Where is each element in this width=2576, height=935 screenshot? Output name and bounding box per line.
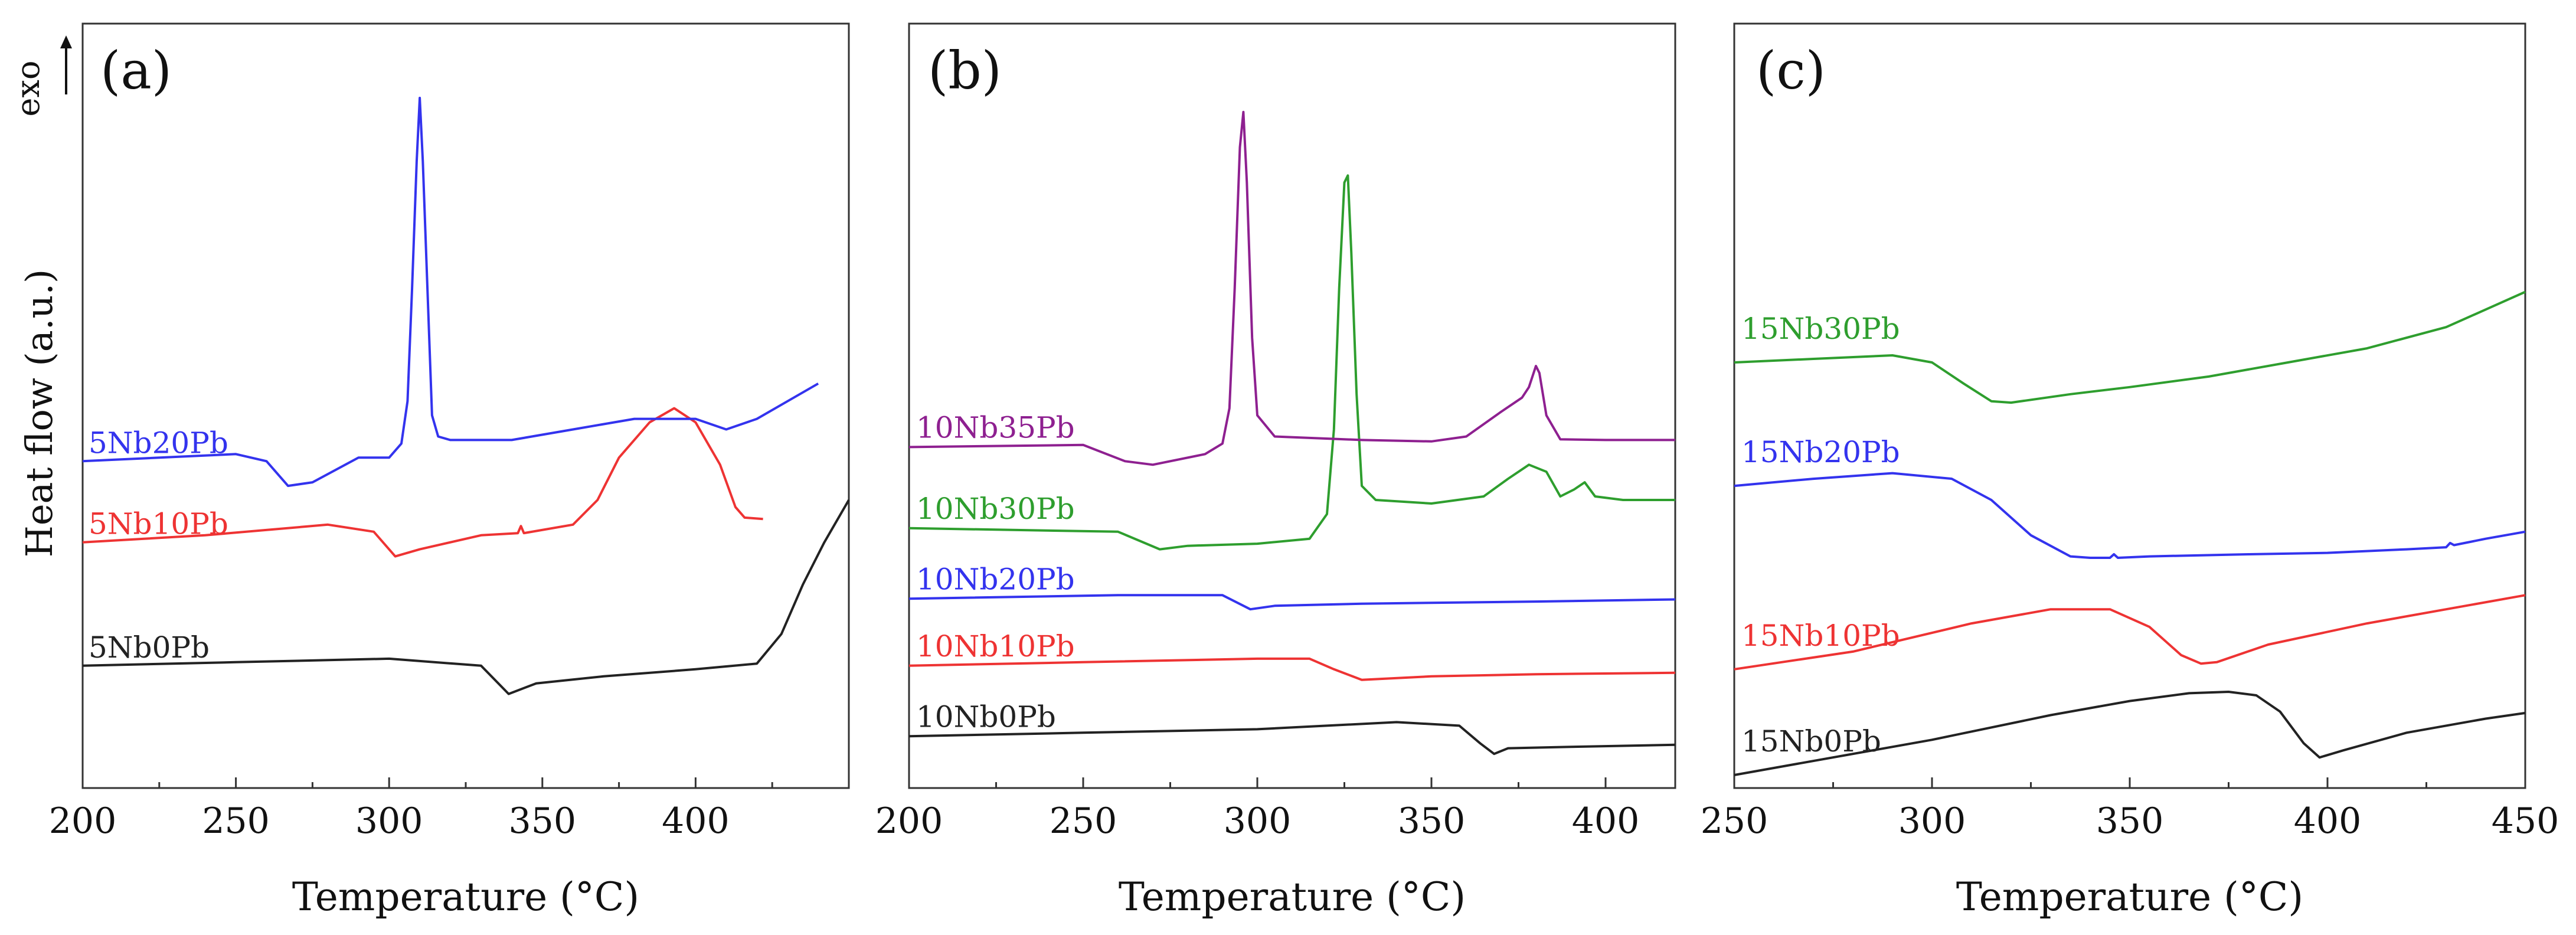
series-line-5Nb10Pb [82,407,763,558]
series-label-10Nb10Pb: 10Nb10Pb [916,629,1075,663]
panel-c-x-tick-label: 400 [2294,800,2362,842]
panel-c-frame [1733,22,2526,789]
panel-a-x-tick-label: 350 [509,800,577,842]
series-line-10Nb0Pb [908,721,1676,756]
panel-b: (b) Temperature (°C) 200 250 300 350 400 10N… [875,22,1676,920]
exo-label: exo [9,61,47,117]
panel-c-x-tick-label: 250 [1701,800,1768,842]
panel-b-frame [908,22,1676,789]
series-label-10Nb30Pb: 10Nb30Pb [916,492,1075,526]
panel-c: (c) Temperature (°C) 250 300 350 400 450 15N… [1701,22,2559,920]
series-line-10Nb35Pb [908,110,1675,466]
series-line-5Nb20Pb [82,96,819,488]
y-axis-label: Heat flow (a.u.) [18,269,61,558]
panel-b-x-tick-label: 200 [875,800,943,842]
panel-b-x-tick-label: 300 [1224,800,1292,842]
panel-a-frame [81,22,850,789]
series-label-15Nb20Pb: 15Nb20Pb [1741,435,1900,469]
series-label-5Nb20Pb: 5Nb20Pb [89,426,228,460]
panel-b-series: 10Nb0Pb 10Nb10Pb 10Nb20Pb 10Nb30Pb 10Nb35Pb [908,110,1676,756]
panel-a-x-tick-label: 300 [355,800,423,842]
series-label-10Nb0Pb: 10Nb0Pb [916,699,1056,734]
series-label-15Nb30Pb: 15Nb30Pb [1741,312,1900,346]
series-label-15Nb10Pb: 15Nb10Pb [1741,619,1900,653]
series-line-15Nb30Pb [1734,290,2526,404]
panel-a-label: (a) [100,40,172,101]
panel-a-series: 5Nb0Pb 5Nb10Pb 5Nb20Pb [82,96,850,695]
exo-arrow-icon [60,35,72,94]
panel-a-x-tick-label: 200 [49,800,117,842]
panel-a-x-axis-label: Temperature (°C) [292,874,639,920]
series-label-5Nb10Pb: 5Nb10Pb [89,507,228,541]
series-label-10Nb20Pb: 10Nb20Pb [916,562,1075,596]
panel-c-x-tick-label: 300 [1898,800,1966,842]
series-line-15Nb0Pb [1734,691,2526,776]
series-line-10Nb20Pb [908,594,1676,611]
series-label-15Nb0Pb: 15Nb0Pb [1741,724,1881,759]
series-line-15Nb20Pb [1734,472,2526,559]
panel-c-series: 15Nb0Pb 15Nb10Pb 15Nb20Pb 15Nb30Pb [1734,290,2526,776]
series-line-15Nb10Pb [1734,594,2526,671]
panel-b-x-tick-label: 250 [1050,800,1117,842]
series-label-5Nb0Pb: 5Nb0Pb [89,630,210,665]
series-label-10Nb35Pb: 10Nb35Pb [916,410,1075,444]
panel-b-label: (b) [928,40,1002,101]
panel-c-x-tick-label: 450 [2492,800,2559,842]
panel-c-x-ticks: 250 300 350 400 450 [1701,777,2559,842]
series-line-10Nb10Pb [908,657,1676,681]
panel-c-label: (c) [1756,40,1826,101]
panel-c-x-tick-label: 350 [2096,800,2164,842]
panel-a-x-tick-label: 400 [662,800,730,842]
panel-a-x-ticks: 200 250 300 350 400 [49,777,773,842]
panel-a: (a) Temperature (°C) 200 250 300 350 400 5Nb… [49,22,850,920]
panel-a-x-tick-label: 250 [202,800,270,842]
panel-b-x-tick-label: 400 [1572,800,1640,842]
series-line-5Nb0Pb [82,499,850,695]
panel-b-x-ticks: 200 250 300 350 400 [875,777,1640,842]
panel-c-x-axis-label: Temperature (°C) [1956,874,2303,920]
panel-b-x-axis-label: Temperature (°C) [1119,874,1466,920]
panel-b-x-tick-label: 350 [1398,800,1466,842]
